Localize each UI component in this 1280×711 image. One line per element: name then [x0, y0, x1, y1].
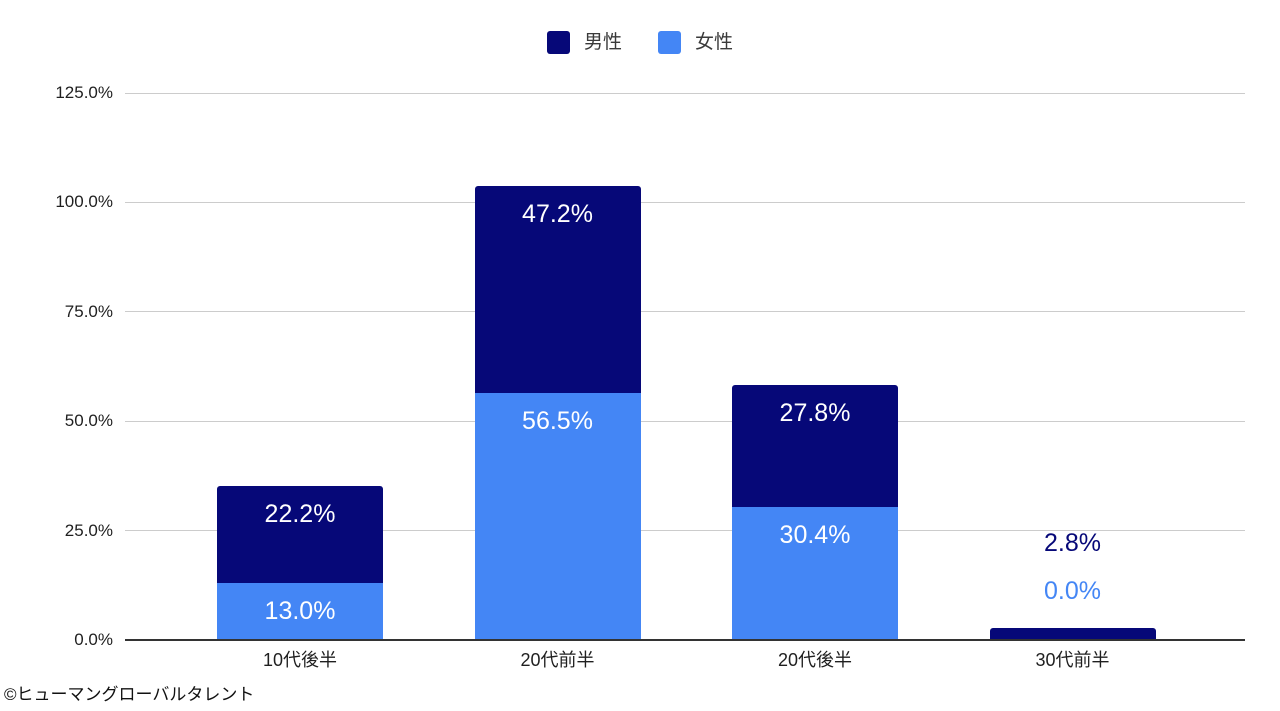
y-axis-label: 75.0%: [64, 301, 113, 321]
bar-segment-2-series-0[interactable]: 27.8%: [732, 385, 898, 507]
legend-item-female: 女性: [658, 31, 733, 54]
gridline: [125, 92, 1245, 94]
bar-value-label: 47.2%: [522, 200, 593, 229]
bar-segment-0-series-1[interactable]: 13.0%: [217, 583, 383, 640]
bar-segment-3-series-0[interactable]: [989, 627, 1156, 640]
bar-segment-0-series-0[interactable]: 22.2%: [217, 485, 383, 584]
female-series-swatch-icon: [658, 31, 681, 54]
bar-value-label: 56.5%: [522, 406, 593, 435]
y-axis-label: 100.0%: [55, 192, 113, 212]
bar-segment-1-series-0[interactable]: 47.2%: [474, 186, 641, 393]
bar-segment-2-series-1[interactable]: 30.4%: [732, 506, 898, 640]
copyright-text: ©ヒューマングローバルタレント: [4, 685, 255, 704]
bar-value-label-outside: 0.0%: [1044, 576, 1101, 605]
bar-value-label: 30.4%: [779, 520, 851, 549]
male-series-swatch-icon: [546, 31, 570, 54]
y-axis-label: 25.0%: [64, 520, 113, 540]
y-axis-label: 50.0%: [64, 411, 113, 431]
legend-label-female: 女性: [695, 32, 734, 53]
gridline: [125, 530, 1245, 532]
x-axis-label: 10代後半: [262, 650, 338, 670]
y-axis-label: 0.0%: [74, 630, 113, 649]
legend-label-male: 男性: [583, 32, 622, 53]
x-axis-label: 20代前半: [520, 650, 595, 670]
x-axis-label: 20代後半: [777, 650, 853, 670]
bar-value-label-outside: 2.8%: [1044, 528, 1101, 557]
chart-legend: 男性 女性: [0, 31, 1280, 54]
bar-segment-1-series-1[interactable]: 56.5%: [474, 392, 641, 640]
legend-item-male: 男性: [546, 31, 622, 54]
bar-value-label: 22.2%: [264, 499, 336, 528]
y-axis-label: 125.0%: [55, 83, 113, 102]
x-axis-label: 30代前半: [1035, 650, 1110, 670]
bar-value-label: 13.0%: [264, 597, 336, 626]
x-axis-baseline: [125, 639, 1245, 641]
bar-value-label: 27.8%: [779, 399, 851, 428]
plot-area: 13.0% 22.2% 56.5% 47.2% 30.4% 27.8% 0.0% 2.8%: [125, 92, 1245, 641]
gridline: [125, 201, 1245, 203]
gridline: [125, 311, 1245, 313]
gridline: [125, 420, 1245, 422]
